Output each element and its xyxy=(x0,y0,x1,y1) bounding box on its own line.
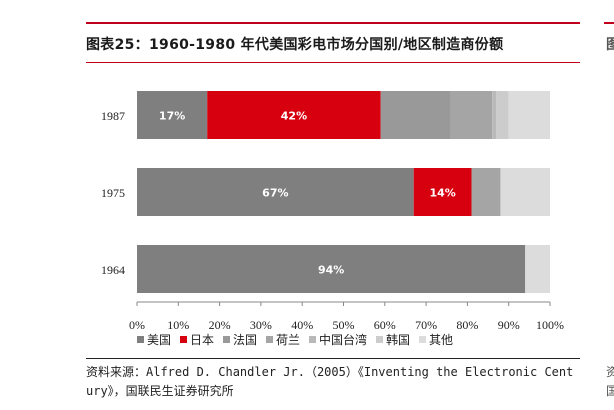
stacked-bar-chart: 1987 1975 1964 17% 42% 67% 14% 94% 0% 10% 20% 30%… xyxy=(101,91,564,347)
adjacent-panel-source-fragment: 资 国 xyxy=(606,365,614,398)
legend-label-其他: 其他 xyxy=(429,333,453,347)
bar-segment-1987-法国 xyxy=(380,91,451,139)
legend-swatch-韩国 xyxy=(376,336,383,343)
x-tick-label: 80% xyxy=(456,318,478,332)
legend-label-美国: 美国 xyxy=(147,333,171,347)
bar-segment-1964-美国 xyxy=(137,245,526,293)
bar-segment-1975-其他 xyxy=(500,168,550,216)
x-tick-label: 40% xyxy=(291,318,313,332)
category-label-1975: 1975 xyxy=(101,186,125,200)
legend-swatch-美国 xyxy=(137,336,144,343)
title-bottom-rule xyxy=(86,62,580,63)
legend-label-法国: 法国 xyxy=(233,333,257,347)
legend-label-日本: 日本 xyxy=(190,333,214,347)
x-tick-label: 100% xyxy=(536,318,564,332)
x-tick-label: 50% xyxy=(333,318,355,332)
x-tick-label: 20% xyxy=(209,318,231,332)
x-tick-label: 90% xyxy=(498,318,520,332)
data-label-1964-美国: 94% xyxy=(318,264,344,277)
data-labels: 17% 42% 67% 14% 94% xyxy=(159,110,456,277)
bar-segment-1987-荷兰 xyxy=(450,91,493,139)
bar-segment-1975-荷兰 xyxy=(471,168,501,216)
data-label-1975-美国: 67% xyxy=(262,187,288,200)
x-tick-label: 70% xyxy=(415,318,437,332)
legend-swatch-日本 xyxy=(180,336,187,343)
legend-swatch-其他 xyxy=(419,336,426,343)
data-label-1975-日本: 14% xyxy=(429,187,455,200)
category-label-1987: 1987 xyxy=(101,109,125,123)
x-tick-label: 60% xyxy=(374,318,396,332)
bar-segment-1987-美国 xyxy=(137,91,208,139)
legend-label-韩国: 韩国 xyxy=(386,332,410,347)
category-label-1964: 1964 xyxy=(101,263,125,277)
adjacent-panel-title-fragment: 图 xyxy=(606,37,614,53)
category-labels: 1987 1975 1964 xyxy=(101,109,125,277)
bar-segment-1987-其他 xyxy=(508,91,550,139)
bar-segment-1964-其他 xyxy=(525,245,550,293)
bar-segment-1987-日本 xyxy=(207,91,381,139)
x-axis: 0% 10% 20% 30% 40% 50% 60% 70% 80% 90% 100% xyxy=(129,301,564,332)
data-label-1987-日本: 42% xyxy=(281,110,307,123)
adjacent-panel-rule xyxy=(604,22,614,24)
bar-segment-1987-韩国 xyxy=(496,91,509,139)
chart-title: 图表25：1960-1980 年代美国彩电市场分国别/地区制造商份额 xyxy=(86,37,504,53)
legend: 美国 日本 法国 荷兰 中国台湾 韩国 其他 xyxy=(137,332,453,347)
title-top-rule xyxy=(86,22,580,24)
legend-swatch-荷兰 xyxy=(266,336,273,343)
x-tick-label: 10% xyxy=(167,318,189,332)
bar-segment-1987-中国台湾 xyxy=(492,91,497,139)
source-rule xyxy=(86,358,580,359)
source-note: 资料来源：Alfred D. Chandler Jr.（2005）《Invent… xyxy=(86,365,574,398)
legend-swatch-中国台湾 xyxy=(309,336,316,343)
legend-swatch-法国 xyxy=(223,336,230,343)
legend-label-荷兰: 荷兰 xyxy=(276,333,300,347)
bar-segment-1975-美国 xyxy=(137,168,414,216)
data-label-1987-美国: 17% xyxy=(159,110,185,123)
bar-segment-1975-日本 xyxy=(413,168,472,216)
legend-label-中国台湾: 中国台湾 xyxy=(319,332,367,347)
x-tick-label: 30% xyxy=(250,318,272,332)
x-tick-label: 0% xyxy=(129,318,145,332)
bars-layer xyxy=(137,91,550,293)
